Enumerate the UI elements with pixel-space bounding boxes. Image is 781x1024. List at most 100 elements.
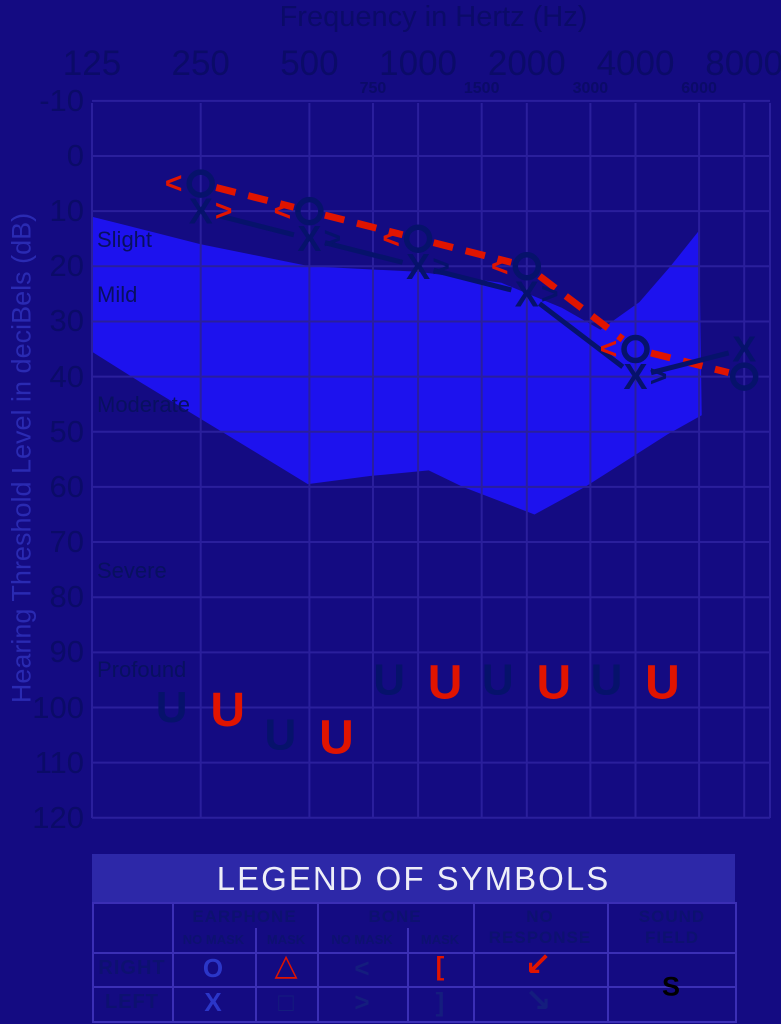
legend-col-no-response: NO RESPONSE xyxy=(488,907,592,947)
right-ear-line xyxy=(215,184,730,377)
right-bone-marker: < xyxy=(382,222,400,255)
db-tick-label: 20 xyxy=(49,248,84,284)
no-response-U-navy: U xyxy=(482,655,514,704)
legend-sub-bone-nomask: NO MASK xyxy=(331,932,393,947)
right-ear-O-marker xyxy=(621,334,650,364)
legend-symbol-left-bone-nomask-icon: > xyxy=(354,987,370,1017)
left-bone-marker: > xyxy=(432,250,450,283)
left-ear-X-marker: X xyxy=(406,246,430,287)
legend-symbol-right-bone-mask-icon: [ xyxy=(435,951,445,981)
no-response-U-navy: U xyxy=(156,683,188,732)
legend-symbol-right-bone-nomask-icon: < xyxy=(354,953,370,983)
legend-symbol-left-earphone-nomask-icon: X xyxy=(204,987,222,1017)
right-bone-marker: < xyxy=(491,250,509,283)
no-response-U-red: U xyxy=(536,656,571,709)
severity-label: Severe xyxy=(97,557,167,583)
legend-sub-bone-mask: MASK xyxy=(420,932,460,947)
db-tick-label: 30 xyxy=(49,303,84,339)
db-tick-label: 120 xyxy=(32,799,84,835)
db-tick-label: 80 xyxy=(49,579,84,615)
left-ear-X-marker: X xyxy=(297,218,321,259)
freq-tick-label: 8000 xyxy=(705,44,781,83)
legend-border-line xyxy=(607,902,609,1021)
db-tick-label: 10 xyxy=(49,193,84,229)
severity-label: Mild xyxy=(97,281,138,307)
x-axis-title: Frequency in Hertz (Hz) xyxy=(279,1,588,33)
right-bone-marker: < xyxy=(165,167,183,200)
legend-border-line xyxy=(92,986,737,988)
legend-row-left: LEFT xyxy=(105,991,159,1013)
freq-minor-tick-label: 3000 xyxy=(572,80,609,97)
right-ear-O-marker xyxy=(186,169,215,198)
no-response-U-red: U xyxy=(210,684,245,737)
legend-sub-earphone-nomask: NO MASK xyxy=(182,932,245,947)
speech-banana-region xyxy=(92,216,702,515)
gridlines xyxy=(91,99,771,819)
right-bone-marker: < xyxy=(600,333,618,366)
freq-tick-label: 250 xyxy=(171,44,230,83)
right-ear-O-marker xyxy=(295,196,324,226)
freq-minor-tick-label: 750 xyxy=(359,80,387,97)
legend-symbol-sound-field-icon: S xyxy=(661,971,681,1002)
right-bone-marker: < xyxy=(274,195,292,228)
legend-border-line xyxy=(473,902,475,1021)
freq-tick-label: 2000 xyxy=(487,44,566,83)
bone-conduction-markers: < < < < < > > > > > xyxy=(165,167,667,393)
legend-symbol-left-no-response-icon: ↘ xyxy=(524,982,552,1018)
legend-col-sound-field: SOUND FIELD xyxy=(638,907,706,947)
db-tick-label: 0 xyxy=(66,138,84,173)
no-response-U-navy: U xyxy=(265,711,297,760)
db-tick-label: 60 xyxy=(49,468,84,504)
no-response-U-red: U xyxy=(428,656,463,709)
left-bone-marker: > xyxy=(650,360,668,393)
freq-minor-tick-label: 1500 xyxy=(463,80,500,97)
no-response-U-navy: U xyxy=(373,655,405,704)
legend-border-line xyxy=(317,902,319,1021)
legend-symbol-right-earphone-nomask-icon: O xyxy=(202,953,224,983)
no-response-U-red: U xyxy=(319,712,354,765)
db-tick-label: -10 xyxy=(39,82,84,118)
left-ear-X-marker: X xyxy=(189,191,213,232)
freq-tick-label: 125 xyxy=(62,44,122,83)
legend-border-line xyxy=(255,928,257,1021)
legend-border-line xyxy=(92,902,737,904)
no-response-U-red: U xyxy=(645,656,680,709)
legend-border-line xyxy=(172,902,174,1021)
legend-border-line xyxy=(92,1021,737,1023)
left-ear-X-marker: X xyxy=(732,329,756,370)
freq-tick-label: 500 xyxy=(280,44,339,83)
right-ear-O-marker xyxy=(403,224,433,253)
left-bone-marker: > xyxy=(541,277,559,310)
db-tick-label: 100 xyxy=(32,689,84,725)
legend-symbol-right-earphone-mask-icon: △ xyxy=(274,949,298,982)
db-tick-label: 50 xyxy=(49,413,84,449)
left-bone-marker: > xyxy=(324,222,342,255)
speech-banana-polygon xyxy=(92,216,702,515)
freq-tick-label: 1000 xyxy=(379,44,458,83)
legend-sub-earphone-mask: MASK xyxy=(266,932,306,947)
legend-border-line xyxy=(735,902,737,1021)
legend-border-line xyxy=(92,952,737,954)
db-tick-label: 90 xyxy=(49,634,84,670)
severity-label: Moderate xyxy=(97,392,190,418)
left-ear-X-marker: X xyxy=(515,273,539,314)
db-tick-label: 110 xyxy=(34,744,84,780)
right-ear-O-marker xyxy=(512,252,542,281)
legend-border-line xyxy=(92,902,94,1021)
no-response-U-navy: U xyxy=(591,655,623,704)
db-tick-label: 70 xyxy=(49,524,84,560)
left-ear-X-marker: X xyxy=(623,356,647,397)
legend-symbol-right-no-response-icon: ↙ xyxy=(524,946,552,982)
legend-title-bar: LEGEND OF SYMBOLS xyxy=(92,854,735,904)
legend-symbol-left-earphone-mask-icon: □ xyxy=(278,987,294,1017)
legend-border-line xyxy=(407,928,409,1021)
severity-label: Slight xyxy=(97,226,153,252)
legend-row-right: RIGHT xyxy=(98,957,166,979)
freq-minor-tick-label: 6000 xyxy=(681,80,717,97)
legend-col-earphone: EARPHONE xyxy=(192,907,297,926)
air-conduction-markers: X X X X X X xyxy=(186,169,759,397)
left-ear-line xyxy=(215,212,730,376)
legend-symbol-left-bone-mask-icon: ] xyxy=(435,987,445,1017)
